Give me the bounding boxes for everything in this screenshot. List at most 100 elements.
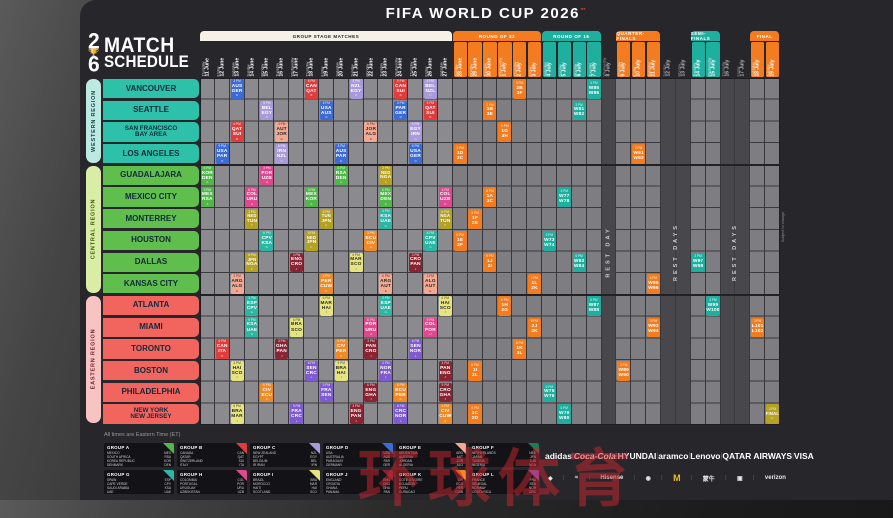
- team-code: UZB: [237, 489, 244, 494]
- date-label: Saturday 20 June: [335, 43, 347, 76]
- match-cell-1F-2E: 3 PM 1F 2E: [468, 209, 482, 229]
- city-name: NEW YORK: [133, 406, 169, 414]
- grid-row-lines: [259, 78, 274, 425]
- match-cell-ENG-GHA: 6 PM ENG GHA J: [364, 382, 378, 403]
- team-code-2: ALG: [231, 284, 243, 290]
- group-letter: J: [370, 353, 372, 358]
- grid-column-3-July: [527, 78, 543, 425]
- kickoff-time: 3 PM: [456, 145, 464, 150]
- group-letter: J: [355, 418, 357, 423]
- legend-team-row: PANAMA PAN: [323, 490, 393, 494]
- date-weekday: Tuesday: [692, 62, 697, 76]
- date-header-19-June: Friday 19 June: [320, 42, 333, 77]
- team-code: MAR: [309, 481, 317, 486]
- match-cell-1J-2I: 9 PM 1J 2I: [483, 252, 497, 273]
- date-label: Thursday 16 July: [722, 43, 734, 76]
- team-code: KSA: [164, 485, 171, 490]
- grid-row-lines: [556, 78, 571, 425]
- group-letter: J: [444, 397, 447, 402]
- date-header-16-July: Thursday 16 July: [721, 42, 734, 77]
- date-number: 4 July: [546, 61, 553, 76]
- group-letter: G: [429, 245, 432, 250]
- legend-group-title: GROUP F: [472, 444, 495, 450]
- kickoff-time: 3 PM: [560, 189, 568, 194]
- city-name: GUADALAJARA: [120, 170, 182, 180]
- date-weekday: Thursday: [409, 61, 414, 76]
- date-header-2-July: Thursday 2 July: [513, 42, 527, 77]
- team-code-1: PER: [321, 279, 332, 285]
- date-header-26-June: Friday 26 June: [424, 42, 437, 77]
- match-cell-MAR-HAI: 6 PM MAR HAI I: [319, 295, 333, 316]
- team-code-2: KSA: [261, 240, 273, 246]
- sponsor-divider: |: [563, 475, 565, 481]
- team-code-2: 2L: [472, 372, 479, 378]
- team-code-1: 1E: [457, 237, 464, 243]
- date-label: Friday 17 July: [737, 43, 749, 76]
- kickoff-time: 6 PM: [456, 232, 464, 237]
- team-code-1: HAI: [440, 300, 450, 306]
- team-code-2: 3F: [516, 90, 523, 96]
- region-label: WESTERN REGION: [90, 89, 97, 152]
- team-name: HAITI: [253, 485, 262, 490]
- group-letter: C: [429, 93, 432, 98]
- team-code-1: MEX: [305, 192, 317, 198]
- group-letter: L: [399, 418, 402, 423]
- team-code-1: FRA: [321, 387, 332, 393]
- date-weekday: Saturday: [543, 61, 548, 76]
- team-name: CANADA: [180, 450, 194, 455]
- team-code-2: UAE: [246, 327, 258, 333]
- sponsor-logo-hisense: Hisense: [600, 475, 624, 481]
- legend-team-row: NORWAY NOR: [469, 486, 539, 490]
- team-code-1: AUS: [231, 83, 243, 89]
- team-code-2: RSA: [201, 197, 213, 203]
- date-header-22-June: Monday 22 June: [364, 42, 377, 77]
- date-number: 13 June: [234, 57, 241, 76]
- legend-corner: [528, 470, 539, 481]
- sponsor-logo-mark-5: 蒙牛: [702, 476, 715, 483]
- city-name: KANSAS CITY: [123, 278, 179, 288]
- stage-band-group: GROUP STAGE MATCHES: [200, 31, 452, 41]
- team-name: SPAIN: [107, 477, 117, 482]
- team-code-2: W84: [573, 264, 585, 270]
- match-cell-AUS-PAR: 3 PM AUS PAR D: [334, 144, 348, 164]
- date-header-29-June: Monday 29 June: [468, 42, 482, 77]
- date-number: 11 June: [204, 57, 211, 76]
- legend-corner: [382, 470, 393, 481]
- date-header-1-July: Wednesday 1 July: [498, 42, 512, 77]
- kickoff-time: 3 PM: [620, 362, 628, 367]
- team-code-1: USA: [216, 148, 228, 154]
- team-code-1: W99: [707, 302, 719, 308]
- city-name: VANCOUVER: [125, 83, 177, 93]
- match-cell-JOR-ALG: 6 PM JOR ALG E: [364, 122, 378, 143]
- team-name: ITALY: [180, 462, 189, 467]
- kickoff-time: 3 PM: [233, 79, 241, 84]
- date-header-23-June: Tuesday 23 June: [379, 42, 392, 77]
- team-code-2: PAR: [217, 154, 228, 160]
- team-code-2: JOR: [276, 132, 287, 138]
- group-letter: D: [221, 158, 224, 163]
- team-code-1: CRC: [395, 409, 407, 415]
- team-code-1: BEL: [261, 105, 272, 111]
- team-code-1: BEL: [425, 83, 436, 89]
- match-cell-COL-UZB: 3 PM COL UZB H: [438, 187, 452, 208]
- kickoff-time: 3 PM: [530, 276, 539, 281]
- date-number: 25 June: [412, 57, 419, 76]
- kickoff-time: 6 PM: [590, 297, 598, 302]
- kickoff-time: 6 PM: [322, 100, 331, 105]
- team-name: UZBEKISTAN: [180, 489, 200, 494]
- stage-band-sf: SEMI-FINALS: [690, 31, 720, 41]
- match-cell-MAR-SCO: 6 PM MAR SCO I: [349, 252, 363, 273]
- team-code-1: NED: [247, 213, 257, 219]
- team-code-2: GER: [231, 88, 243, 94]
- date-number: 23 June: [383, 57, 389, 76]
- group-letter: K: [340, 353, 343, 358]
- date-weekday: Thursday: [201, 61, 206, 76]
- legend-group-l: GROUP L FRANCE FRA SENEGAL SEN NORWAY NOR COSTA…: [469, 470, 539, 494]
- team-code-2: PAR: [335, 154, 347, 160]
- grid-column-19-June: [318, 78, 334, 425]
- legend-group-title: GROUP K: [399, 471, 422, 477]
- trademark-symbol: ™: [579, 8, 588, 14]
- team-code-2: W76: [544, 394, 555, 400]
- date-weekday: Wednesday: [290, 57, 295, 76]
- kickoff-time: 3 PM: [322, 382, 331, 387]
